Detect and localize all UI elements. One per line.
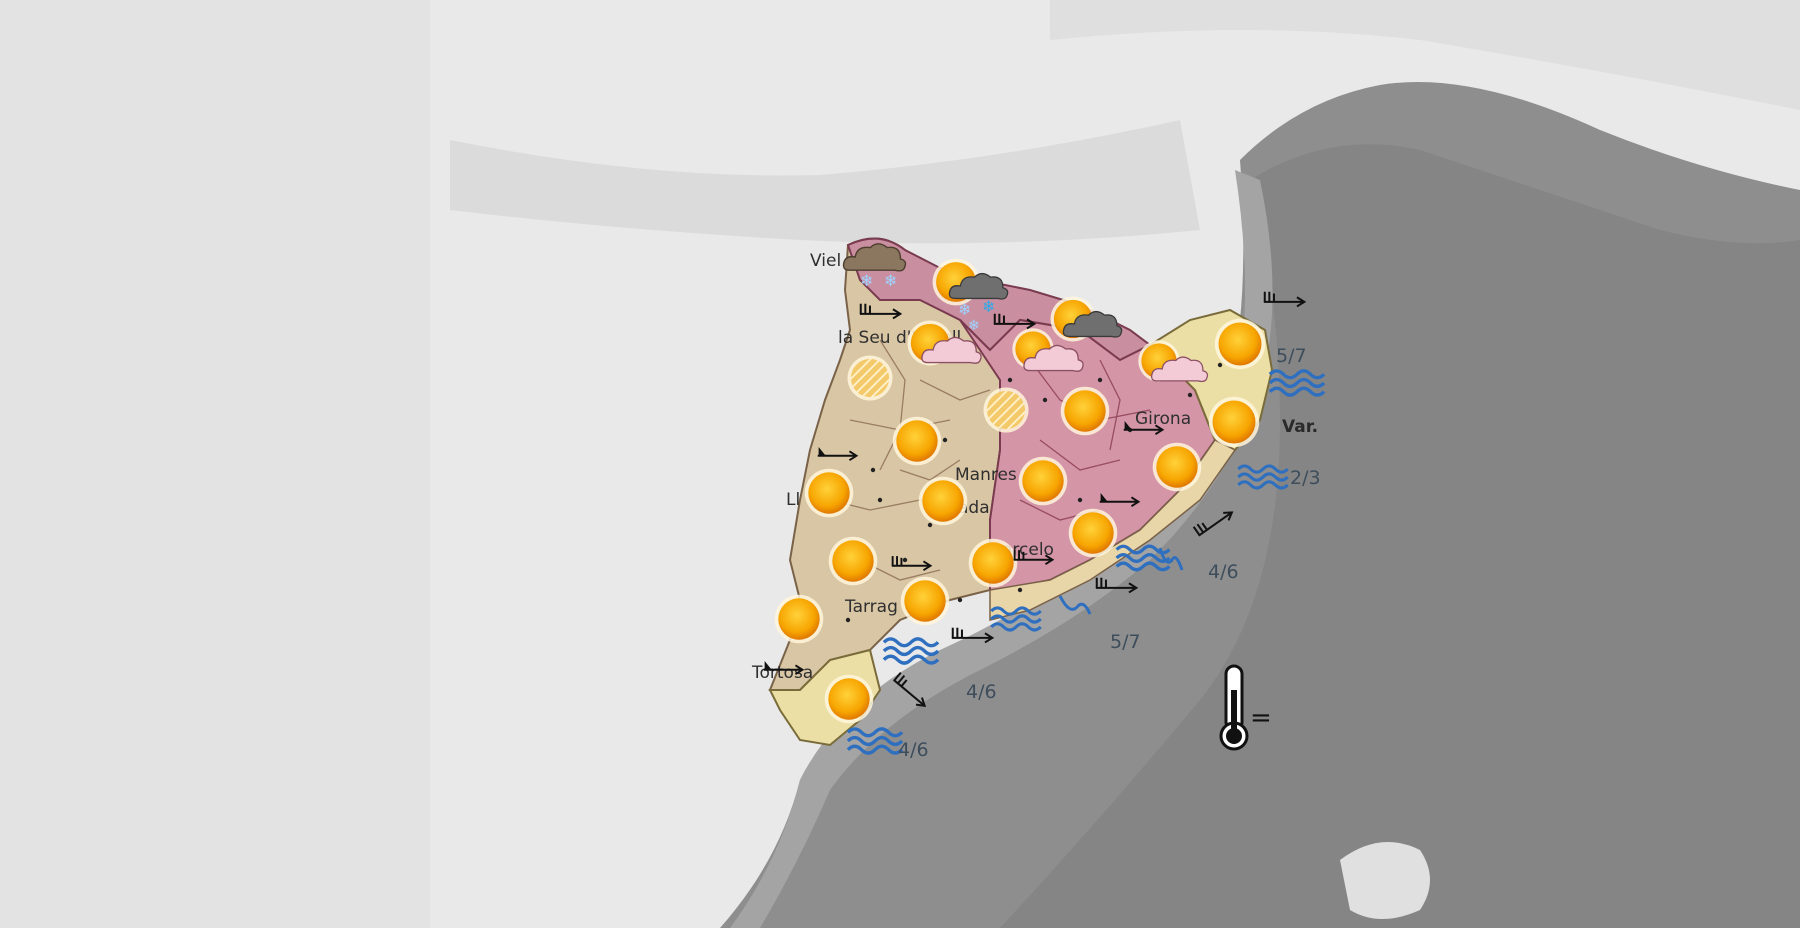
sun-icon	[968, 538, 1018, 588]
city-label-manresa: Manres	[955, 465, 1017, 485]
sun-icon	[1018, 456, 1068, 506]
city-label-lleida: Ll	[786, 490, 800, 510]
city-label-tortosa: Tortosa	[751, 663, 813, 683]
sea-state-tarragona: 4/6	[966, 681, 997, 703]
sea-waves	[846, 369, 1326, 755]
svg-text:❄: ❄	[860, 271, 873, 290]
town-dots	[845, 362, 1223, 623]
sun-icon	[900, 576, 950, 626]
sea-state-costa-brava-south: 2/3	[1290, 467, 1321, 489]
svg-text:❄: ❄	[968, 318, 980, 334]
weather-icons: ❄ ❄ ❄ ❄ ❄	[774, 243, 1266, 724]
temperature-trend-label: =	[1250, 703, 1272, 733]
hazy-sun-icon	[847, 355, 893, 401]
sea-state-ebre: 4/6	[898, 739, 929, 761]
sun-icon	[918, 476, 968, 526]
variable-wind-label: Var.	[1282, 417, 1318, 437]
sun-icon	[828, 536, 878, 586]
svg-text:❄: ❄	[982, 297, 995, 316]
snow-cloud-icon: ❄ ❄	[842, 243, 907, 290]
svg-text:❄: ❄	[958, 300, 971, 319]
city-label-girona: Girona	[1135, 409, 1191, 429]
sun-icon	[1208, 396, 1260, 448]
sun-icon	[892, 416, 942, 466]
hazy-sun-icon	[983, 387, 1029, 433]
breaking-waves-icon	[1058, 547, 1184, 615]
sun-icon	[1152, 442, 1202, 492]
sun-icon	[774, 594, 824, 644]
region-coast	[989, 439, 1237, 621]
svg-text:❄: ❄	[884, 271, 897, 290]
sea-state-labels: 5/7 2/3 4/6 5/7 4/6 4/6	[898, 345, 1321, 761]
thermometer-icon	[1219, 664, 1249, 751]
sun-icon	[824, 674, 874, 724]
city-label-tarragona: Tarrag	[844, 597, 898, 617]
sun-snow-cloud-icon: ❄ ❄ ❄	[932, 258, 1009, 334]
sun-icon	[1068, 508, 1118, 558]
sea-state-costa-brava-north: 5/7	[1276, 345, 1307, 367]
sea-state-barcelona: 5/7	[1110, 631, 1141, 653]
sea-state-maresme: 4/6	[1208, 561, 1239, 583]
sun-icon	[1214, 318, 1266, 370]
sun-icon	[1060, 386, 1110, 436]
city-label-vielha: Viel	[810, 251, 841, 271]
sun-icon	[804, 468, 854, 518]
